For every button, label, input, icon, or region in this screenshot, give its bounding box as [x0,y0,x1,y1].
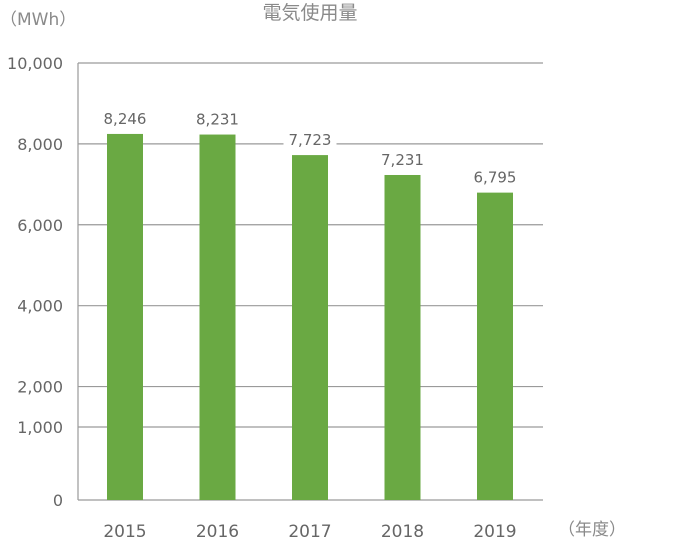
bar [477,192,513,500]
bar [292,155,328,501]
y-tick-label: 1,000 [17,418,63,437]
x-axis-ticks: 2015 2016 2017 2018 2019 [103,522,516,540]
bar [384,174,421,500]
data-label: 6,795 [474,169,517,187]
bar [107,133,143,500]
x-tick-label: 2015 [103,522,146,540]
x-tick-label: 2017 [288,522,331,540]
data-label: 8,231 [196,111,239,129]
x-tick-label: 2019 [473,522,516,540]
y-tick-label: 0 [53,491,63,510]
y-axis-ticks: 0 1,000 2,000 4,000 6,000 8,000 10,000 [7,54,63,510]
data-label-background [191,110,244,129]
data-label: 7,231 [381,151,424,169]
data-label-background [98,109,152,128]
y-tick-label: 10,000 [7,54,63,73]
y-axis-unit-label: （MWh） [0,10,76,30]
x-tick-label: 2018 [381,522,424,540]
x-tick-label: 2016 [196,522,239,540]
data-label-background [283,131,337,150]
y-tick-label: 6,000 [17,216,63,235]
y-tick-label: 4,000 [17,297,63,316]
data-label: 8,246 [104,110,147,128]
bars [107,133,513,501]
bar [199,134,236,501]
data-label-background [468,168,522,187]
data-label-background [376,150,429,169]
data-label: 7,723 [289,131,332,149]
y-tick-label: 8,000 [17,135,63,154]
x-axis-unit-label: （年度） [558,520,626,540]
data-labels: 8,246 8,231 7,723 7,231 6,795 [98,109,522,187]
y-tick-label: 2,000 [17,378,63,397]
chart-title: 電気使用量 [262,2,357,24]
